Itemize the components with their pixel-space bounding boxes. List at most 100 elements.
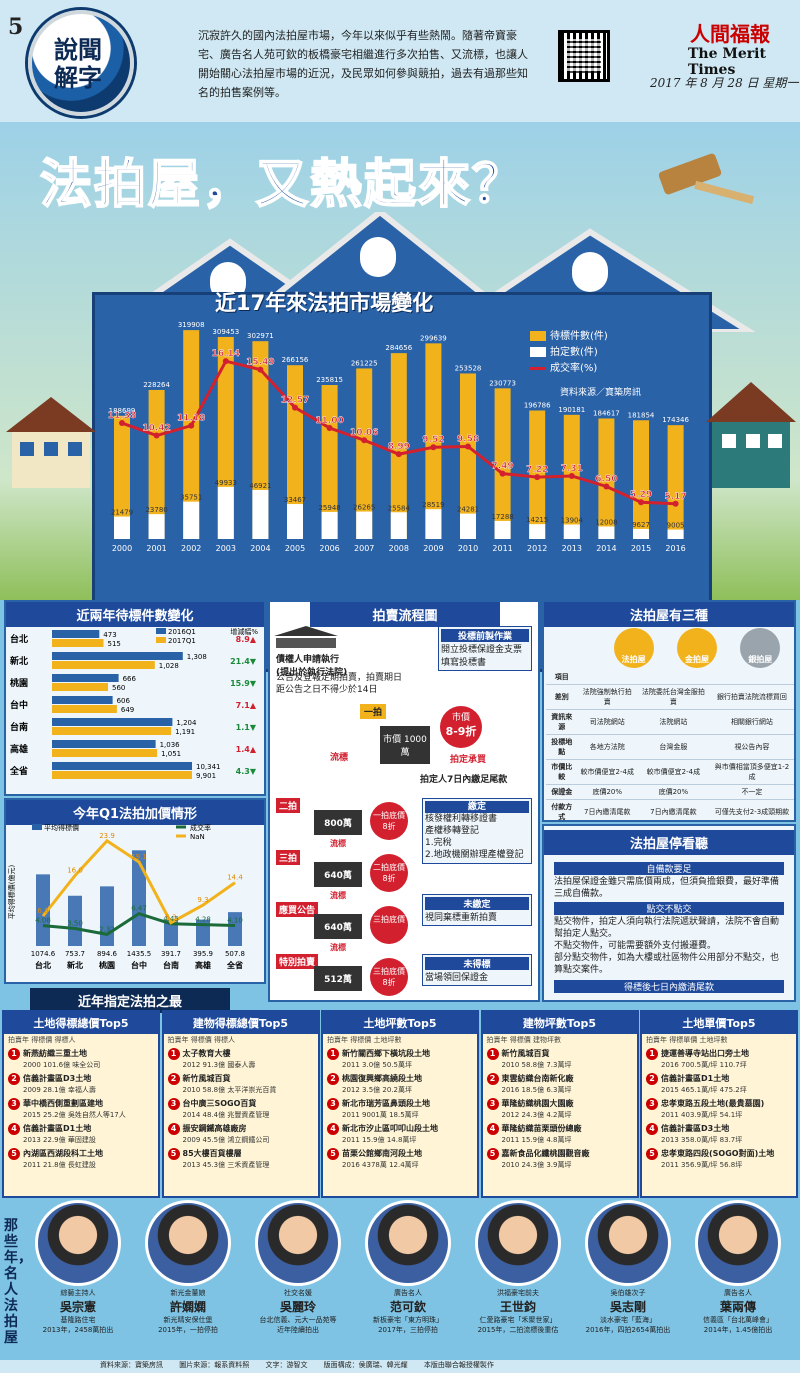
issue-date: 2017 年 8 月 28 日 星期一	[650, 76, 799, 90]
change-label: 7.1▲	[236, 701, 257, 710]
bar-value: 9,901	[196, 772, 216, 780]
rate-label: 15.49	[246, 358, 274, 368]
label-pending: 302971	[247, 332, 274, 340]
top5-item-name: 新竹風城百貨	[182, 1074, 231, 1083]
bar-value: 515	[108, 640, 121, 648]
rank-badge: 2	[167, 1073, 180, 1085]
premium-label: 16.0	[67, 867, 83, 875]
label-sold: 21479	[111, 509, 133, 517]
top5-item: 2 東雲紡織台南新化廠	[483, 1071, 637, 1085]
legend-price: 平均得標價	[44, 823, 79, 832]
types-cell: 可僅先支付2-3成頭期款	[709, 799, 794, 825]
label-pending: 184617	[593, 409, 620, 417]
flow-prep: 投標前製作業 開立投標保證金支票 填寫投標書	[438, 626, 532, 671]
top5-item-name: 嘉新食品化纖桃園觀音廠	[501, 1149, 590, 1158]
flow-rate-badge: 市價 8-9折	[440, 706, 482, 748]
celeb-desc: 新板豪宅「東方明珠」 2017年，三拍停拍	[373, 1316, 443, 1334]
celeb-photo	[585, 1200, 671, 1286]
footer-credits: 資料來源：寶築房訊 圖片來源：報系資料照 文字：游智文 版面構成：侯廣瑞、韓光耀…	[0, 1360, 800, 1373]
celeb-name: 葉兩傳	[719, 1300, 756, 1314]
x-tick: 2009	[423, 544, 443, 553]
unsold2-title: 未繳定	[425, 897, 529, 910]
top5-item: 4 信義計畫區D1土地	[4, 1121, 158, 1135]
rate-point	[257, 366, 264, 373]
types-row: 項目	[546, 670, 794, 685]
rate-label: 4.28	[195, 916, 211, 924]
rate-point	[222, 358, 229, 365]
celeb-desc: 信義區「台北萬峰會」 2014年，1.45億拍出	[703, 1316, 773, 1334]
bar	[52, 740, 156, 748]
top5-item-name: 東雲紡織台南新化廠	[501, 1074, 574, 1083]
legend-sold: 拍定數(件)	[550, 347, 598, 358]
label-sold: 33467	[284, 496, 306, 504]
tip-heading: 得標後七日內繳清尾款	[554, 980, 784, 993]
rate-value: 8-9折	[445, 725, 477, 738]
types-row: 投標地點 各地方法院 台灣金服 視公告內容	[546, 734, 794, 760]
x-value: 391.7	[161, 950, 181, 958]
flow-deal: 繳定 核發權利轉移證書 產權移轉登記 1.完稅 2.地政機關辦理產權登記	[422, 798, 532, 864]
small-house-left	[6, 397, 96, 488]
bar	[52, 771, 192, 779]
top5-item: 3 台中廣三SOGO百貨	[164, 1096, 318, 1110]
rate-label: 10.06	[350, 428, 378, 438]
tip-text: 法拍屋保證金雖只需底價兩成，但須負擔銀費，最好準備三成自備款。	[554, 877, 780, 899]
label-sold: 35751	[180, 494, 202, 502]
label-pending: 188699	[109, 407, 136, 415]
prep-item: 填寫投標書	[441, 658, 487, 668]
label-pending: 299639	[420, 334, 447, 342]
change-label: 1.1▼	[236, 723, 257, 732]
rank-badge: 2	[486, 1073, 499, 1085]
bar	[52, 630, 100, 638]
top5-item: 5 內湖區西湖段科工土地	[4, 1146, 158, 1160]
label-pending: 319908	[178, 321, 205, 329]
celeb-photo	[35, 1200, 121, 1286]
rate-point	[292, 404, 298, 411]
celeb-role: 洪福豪宅前夫	[497, 1289, 539, 1297]
change-label: 4.3▼	[236, 767, 257, 776]
top5-item-meta: 2011 9001萬 18.5萬坪	[342, 1111, 419, 1119]
bar-sold	[563, 524, 580, 539]
celeb-role: 廣告名人	[394, 1289, 422, 1297]
top5-item-name: 捷運善導寺站出口旁土地	[661, 1049, 749, 1058]
tip-item: 部分點交物件，如為大樓或社區物件公用部分不點交，也算點交案件。	[554, 953, 780, 975]
round-price: 640萬	[314, 862, 362, 887]
top5-subheader: 拍賣年 得標價 建物坪數	[486, 1036, 561, 1044]
celeb-role: 社交名媛	[284, 1289, 312, 1297]
types-cell	[577, 670, 637, 685]
unsold2-text: 視同棄標重新拍賣	[425, 913, 498, 923]
bar	[52, 727, 172, 735]
legend-swatch	[32, 824, 42, 830]
rate-point	[361, 437, 368, 444]
x-category: 新北	[67, 960, 83, 970]
bar	[52, 696, 113, 704]
legend-pending: 待標件數(件)	[550, 331, 608, 342]
legend-2016: 2016Q1	[168, 628, 196, 636]
top5-box: 土地得標總價Top5 拍賣年 得標價 得標人 1 新燕紡織三重土地 2000 101.6…	[2, 1010, 160, 1198]
flow-sold: 拍定承買	[450, 755, 487, 765]
main-chart: 188699 21479 2000 228264 23780 2001 319908 3575…	[108, 321, 690, 553]
label-sold: 13904	[561, 516, 584, 524]
types-row-header: 投標地點	[546, 734, 578, 760]
top5-item: 2 信義計畫區D3土地	[4, 1071, 158, 1085]
rank-badge: 3	[8, 1098, 20, 1110]
qr-code-icon[interactable]	[558, 30, 610, 82]
rate-label: 7.22	[526, 465, 548, 475]
label-pending: 235815	[316, 376, 343, 384]
bar-pending	[494, 388, 511, 539]
top5-item-name: 忠孝東路四段(SOGO對面)土地	[661, 1149, 775, 1158]
types-cell: 相關銀行網站	[709, 709, 794, 735]
rate-label: 9.58	[457, 434, 479, 444]
panel-title: 近兩年待標件數變化	[6, 602, 264, 627]
bar-value: 10,341	[196, 763, 221, 771]
top5-item-meta: 2011 356.9萬/坪 56.8坪	[661, 1161, 743, 1169]
round-base: 一拍底價 8折	[370, 802, 408, 840]
round-price: 640萬	[314, 914, 362, 939]
bar-value: 1,028	[159, 662, 179, 670]
legend-rate: 成交率(%)	[550, 363, 598, 374]
types-cell: 台灣金服	[636, 734, 710, 760]
tip-list: 點交物件，拍定人須向執行法院遞狀聲請，法院不會自動幫拍定人點交。 不點交物件，可…	[554, 916, 784, 976]
top5-item-name: 新北市汐止區叩叩山段土地	[342, 1124, 438, 1133]
chart-legend: 待標件數(件) 拍定數(件) 成交率(%)	[530, 329, 608, 377]
bar-value: 666	[123, 675, 137, 683]
bar-pending	[356, 368, 373, 539]
